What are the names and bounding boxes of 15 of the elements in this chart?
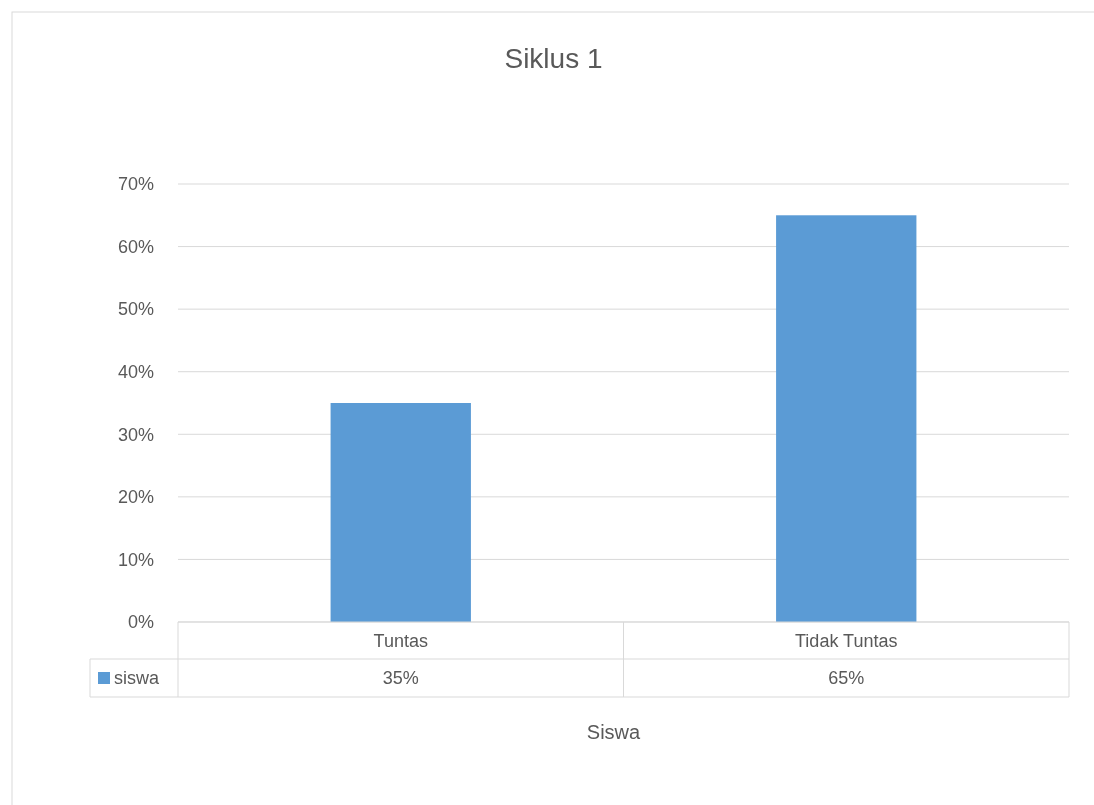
y-tick-label: 20% (117, 487, 154, 508)
y-tick-label: 30% (117, 424, 154, 445)
data-label: 65% (828, 668, 865, 689)
legend-label: siswa (114, 668, 160, 689)
x-axis-title: Siswa (586, 721, 642, 743)
data-label: 35% (382, 668, 419, 689)
y-tick-label: 60% (117, 236, 154, 257)
chart-title: Siklus 1 (504, 43, 603, 74)
y-tick-label: 70% (117, 174, 154, 195)
x-tick-label: Tidak Tuntas (795, 630, 898, 651)
y-tick-label: 10% (117, 549, 154, 570)
y-tick-label: 0% (127, 612, 154, 633)
y-tick-label: 50% (117, 299, 154, 320)
x-tick-label: Tuntas (373, 630, 428, 651)
y-tick-label: 40% (117, 362, 154, 383)
